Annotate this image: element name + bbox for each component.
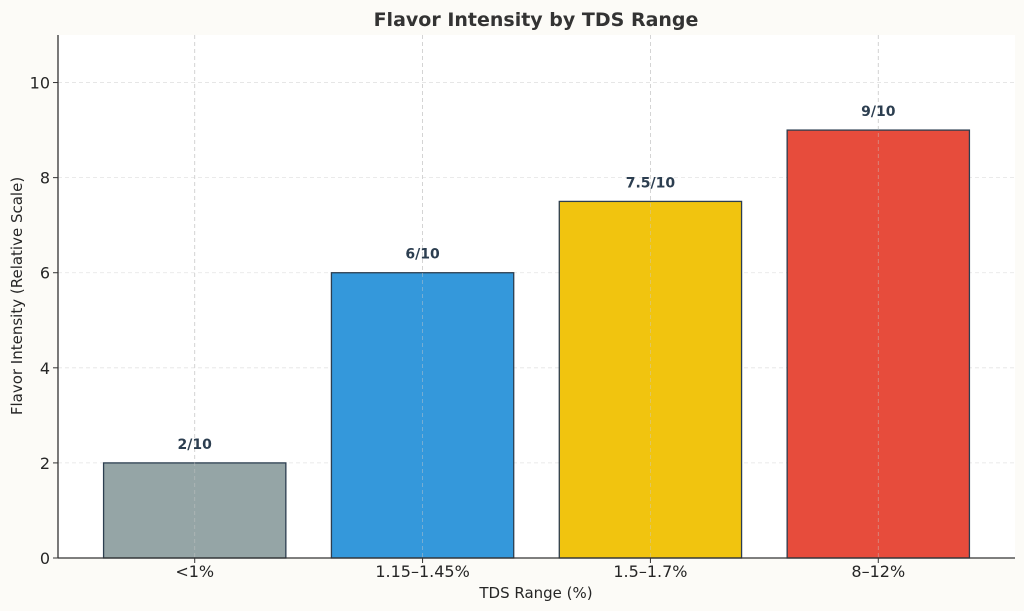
- x-tick-label: <1%: [175, 562, 214, 581]
- chart-title: Flavor Intensity by TDS Range: [374, 9, 699, 31]
- bars: [102, 129, 971, 559]
- y-tick-label: 10: [30, 74, 50, 93]
- x-axis-label: TDS Range (%): [478, 584, 592, 602]
- data-label: 6/10: [405, 247, 440, 263]
- y-tick-label: 6: [40, 264, 50, 283]
- x-tick-label: 1.5–1.7%: [613, 562, 687, 581]
- data-labels: 2/10 6/10 7.5/10 9/10: [178, 104, 896, 453]
- data-label: 9/10: [861, 104, 896, 120]
- x-tick-label: 1.15–1.45%: [375, 562, 469, 581]
- x-tick-label: 8–12%: [851, 562, 905, 581]
- data-label: 2/10: [178, 437, 213, 453]
- y-ticks: 0 2 4 6 8 10: [30, 74, 58, 568]
- y-tick-label: 0: [40, 549, 50, 568]
- y-tick-label: 8: [40, 169, 50, 188]
- y-tick-label: 2: [40, 454, 50, 473]
- x-gridlines-overlay: [194, 35, 879, 558]
- data-label: 7.5/10: [626, 175, 676, 191]
- y-tick-label: 4: [40, 359, 50, 378]
- x-ticks: <1% 1.15–1.45% 1.5–1.7% 8–12%: [175, 558, 905, 581]
- y-axis-label: Flavor Intensity (Relative Scale): [8, 177, 26, 415]
